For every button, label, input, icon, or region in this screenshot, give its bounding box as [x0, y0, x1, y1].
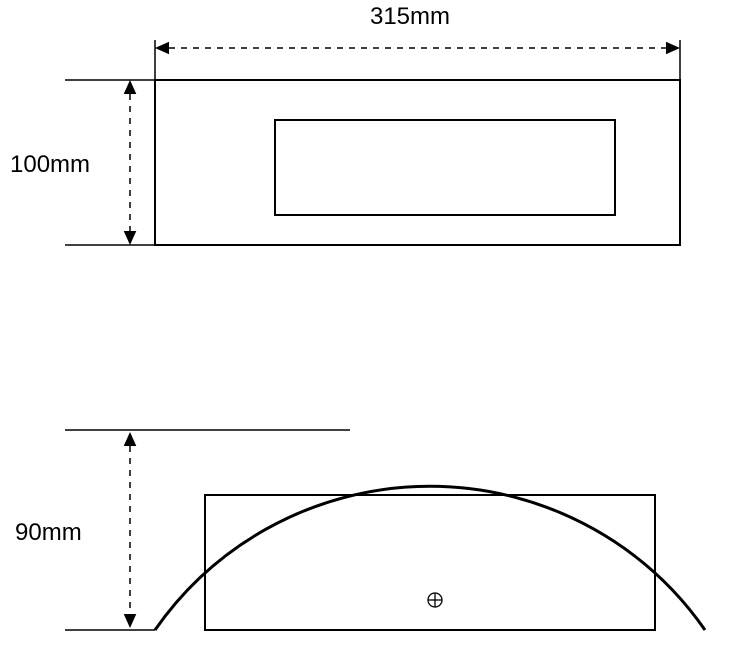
- dome-arc: [155, 486, 705, 630]
- top-outer-rect: [155, 80, 680, 245]
- dim-width-label: 315mm: [370, 3, 450, 30]
- dome-inner-rect: [205, 495, 655, 630]
- dim-height-top-label: 100mm: [10, 151, 90, 178]
- dim-height-dome-label: 90mm: [15, 519, 82, 546]
- top-inner-rect: [275, 120, 615, 215]
- technical-drawing: 315mm 100mm 90mm: [0, 0, 750, 660]
